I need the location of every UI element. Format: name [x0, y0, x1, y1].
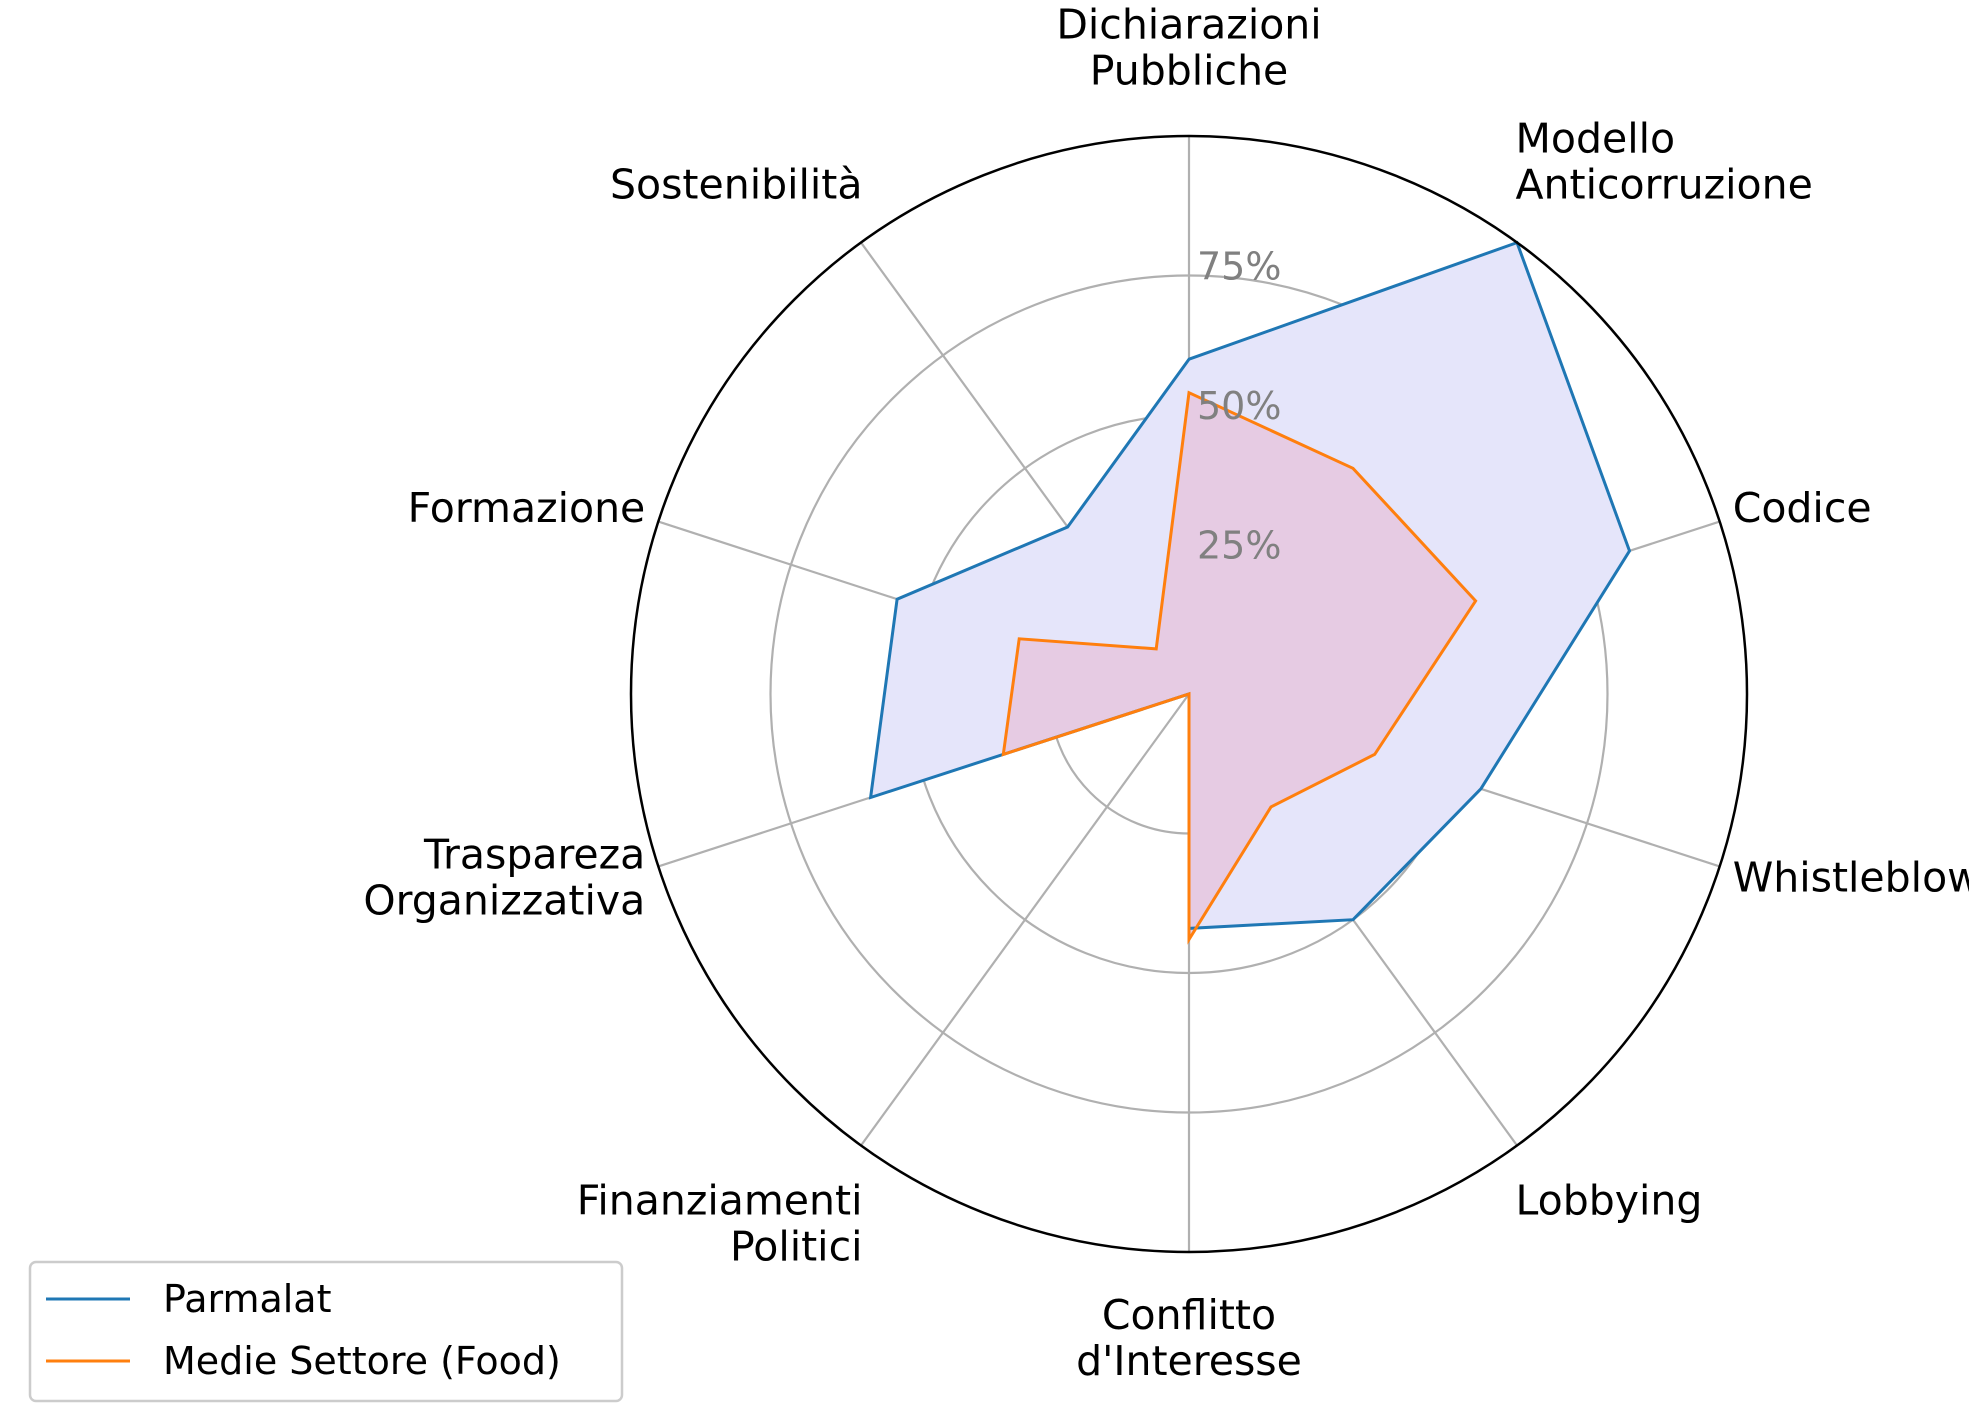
category-label-0: Dichiarazioni Pubbliche [1056, 1, 1321, 95]
radial-tick-labels: 25% 50% 75% [1197, 245, 1281, 568]
category-label-1: Modello Anticorruzione [1516, 115, 1813, 209]
category-label-4: Lobbying [1516, 1177, 1703, 1225]
category-label-3: Whistleblowing [1733, 854, 1969, 902]
legend: Parmalat Medie Settore (Food) [28, 1260, 624, 1403]
category-labels: Dichiarazioni Pubbliche Modello Anticorruzi… [363, 1, 1969, 1385]
category-label-9: Sostenibilità [610, 161, 863, 209]
legend-frame [28, 1260, 624, 1403]
category-label-8: Formazione [408, 484, 646, 532]
radial-tick-label: 50% [1197, 384, 1281, 428]
radial-tick-label: 75% [1197, 245, 1281, 289]
category-label-5: Conflitto d'Interesse [1076, 1291, 1302, 1385]
category-label-2: Codice [1733, 484, 1872, 532]
radial-tick-label: 25% [1197, 524, 1281, 568]
series-layer [868, 240, 1632, 945]
series-area-1 [1003, 392, 1476, 940]
legend-label-parmalat: Parmalat [163, 1277, 332, 1321]
legend-label-medie-settore: Medie Settore (Food) [163, 1339, 561, 1383]
polar-frame [629, 134, 1749, 1254]
category-label-7: Traspareza Organizzativa [363, 831, 645, 925]
spoke-6 [860, 693, 1190, 1147]
category-label-6: Finanziamenti Politici [577, 1177, 863, 1271]
